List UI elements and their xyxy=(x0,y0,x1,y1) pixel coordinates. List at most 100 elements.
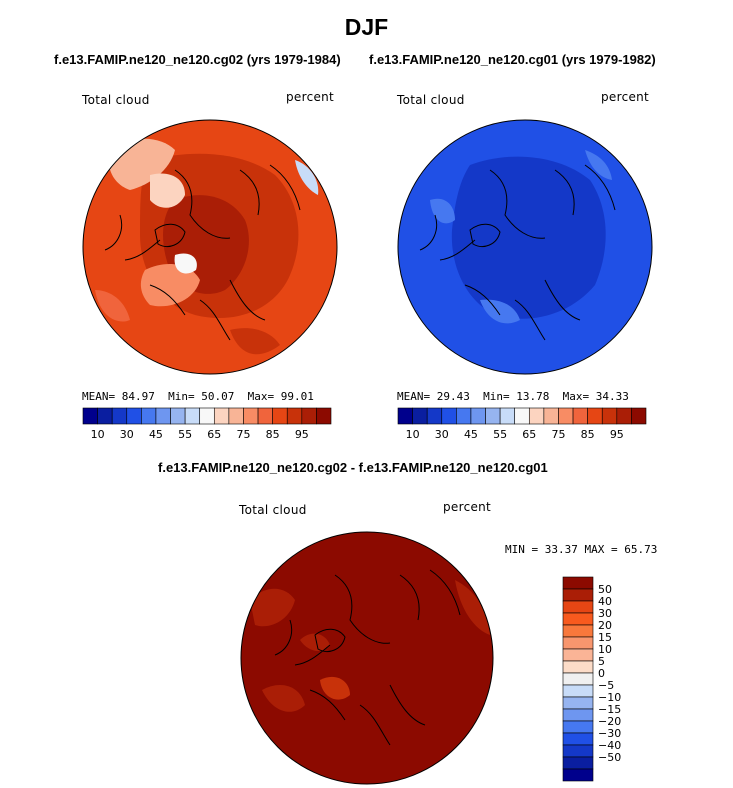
right-max-value: 34.33 xyxy=(595,390,629,403)
diff-colorbar-tick-label: 30 xyxy=(598,607,612,620)
left-colorbar-box xyxy=(126,407,142,425)
diff-colorbar-box xyxy=(562,600,594,614)
diff-min-value: 33.37 xyxy=(544,543,578,556)
right-colorbar-box xyxy=(631,407,647,425)
left-colorbar-box xyxy=(301,407,317,425)
diff-colorbar-tick-label: −15 xyxy=(598,703,621,716)
left-colorbar-box xyxy=(316,407,332,425)
right-colorbar-box xyxy=(470,407,486,425)
left-max-value: 99.01 xyxy=(280,390,314,403)
right-colorbar-box xyxy=(485,407,501,425)
right-colorbar-tick-label: 85 xyxy=(581,428,595,441)
diff-stats: MIN = 33.37 MAX = 65.73 xyxy=(505,543,657,556)
diff-colorbar-tick-label: 10 xyxy=(598,643,612,656)
diff-colorbar-tick-label: −20 xyxy=(598,715,621,728)
season-title: DJF xyxy=(344,14,389,40)
right-colorbar-tick-label: 10 xyxy=(406,428,420,441)
diff-colorbar-tick-label: 50 xyxy=(598,583,612,596)
left-min-label: Min= xyxy=(168,390,195,403)
right-colorbar-box xyxy=(587,407,603,425)
diff-colorbar-box xyxy=(562,684,594,698)
right-colorbar-box xyxy=(543,407,559,425)
left-colorbar-box xyxy=(213,407,230,425)
diff-colorbar-box xyxy=(562,660,594,674)
diff-colorbar-tick-label: −50 xyxy=(598,751,621,764)
left-colorbar-box xyxy=(111,407,128,425)
right-colorbar-box xyxy=(397,407,413,425)
left-colorbar-box xyxy=(228,407,244,425)
diff-colorbar-box xyxy=(562,732,594,746)
right-colorbar-box xyxy=(499,407,516,425)
diff-colorbar-box xyxy=(562,612,594,626)
right-colorbar-tick-label: 30 xyxy=(435,428,449,441)
right-colorbar: 10 30 45 55 65 75 85 95 xyxy=(397,407,647,441)
diff-colorbar-tick-label: −5 xyxy=(598,679,614,692)
left-colorbar-box xyxy=(97,407,113,425)
right-min-label: Min= xyxy=(483,390,510,403)
left-colorbar-tick-label: 95 xyxy=(295,428,309,441)
left-colorbar-box xyxy=(155,407,171,425)
diff-colorbar-box xyxy=(562,696,594,710)
left-colorbar-box xyxy=(286,407,303,425)
diff-map-border xyxy=(240,531,494,785)
right-colorbar-box xyxy=(412,407,428,425)
diff-colorbar-box xyxy=(562,768,594,782)
right-variable-label: Total cloud xyxy=(397,93,465,107)
left-colorbar-tick-label: 75 xyxy=(236,428,250,441)
right-colorbar-box xyxy=(616,407,632,425)
right-colorbar-box xyxy=(426,407,443,425)
diff-colorbar-box xyxy=(562,624,594,638)
left-colorbar-box xyxy=(243,407,259,425)
right-colorbar-box xyxy=(601,407,618,425)
left-stats: MEAN= 84.97 Min= 50.07 Max= 99.01 xyxy=(82,390,314,403)
right-colorbar-box xyxy=(558,407,574,425)
right-mean-label: MEAN= xyxy=(397,390,431,403)
right-colorbar-box xyxy=(514,407,530,425)
diff-colorbar-tick-label: 15 xyxy=(598,631,612,644)
right-colorbar-tick-label: 45 xyxy=(464,428,478,441)
diff-colorbar-tick-label: 5 xyxy=(598,655,605,668)
diff-max-value: 65.73 xyxy=(624,543,658,556)
right-polar-map xyxy=(398,120,652,374)
left-colorbar-tick-label: 30 xyxy=(120,428,134,441)
right-colorbar-box xyxy=(572,407,588,425)
diff-colorbar-box xyxy=(562,708,594,722)
right-colorbar-box xyxy=(456,407,472,425)
right-colorbar-tick-label: 65 xyxy=(522,428,536,441)
left-colorbar-tick-label: 65 xyxy=(207,428,221,441)
diff-panel-title: f.e13.FAMIP.ne120_ne120.cg02 - f.e13.FAM… xyxy=(158,460,548,475)
diff-colorbar-tick-label: −10 xyxy=(598,691,621,704)
diff-colorbar-box xyxy=(562,720,594,734)
left-variable-label: Total cloud xyxy=(82,93,150,107)
diff-colorbar-tick-label: −30 xyxy=(598,727,621,740)
left-colorbar-box xyxy=(141,407,157,425)
right-min-value: 13.78 xyxy=(516,390,550,403)
left-colorbar-box xyxy=(170,407,186,425)
left-colorbar-box xyxy=(257,407,273,425)
diff-colorbar-tick-label: −40 xyxy=(598,739,621,752)
right-max-label: Max= xyxy=(562,390,590,403)
left-colorbar-box xyxy=(199,407,215,425)
diff-colorbar-box xyxy=(562,648,594,662)
right-stats: MEAN= 29.43 Min= 13.78 Max= 34.33 xyxy=(397,390,629,403)
left-colorbar-box xyxy=(184,407,201,425)
right-panel-title: f.e13.FAMIP.ne120_ne120.cg01 (yrs 1979-1… xyxy=(369,52,656,67)
right-colorbar-tick-label: 75 xyxy=(551,428,565,441)
left-colorbar-box xyxy=(272,407,288,425)
diff-colorbar-box xyxy=(562,744,594,758)
left-units-label: percent xyxy=(286,90,335,104)
diff-min-label: MIN = xyxy=(505,543,539,556)
diff-max-label: MAX = xyxy=(584,543,618,556)
left-colorbar-tick-label: 45 xyxy=(149,428,163,441)
right-units-label: percent xyxy=(601,90,650,104)
left-colorbar-tick-label: 10 xyxy=(91,428,105,441)
diff-polar-map xyxy=(241,532,493,784)
diff-colorbar-tick-label: 20 xyxy=(598,619,612,632)
left-min-value: 50.07 xyxy=(201,390,235,403)
right-mean-value: 29.43 xyxy=(436,390,470,403)
right-colorbar-box xyxy=(441,407,457,425)
left-colorbar-tick-label: 85 xyxy=(266,428,280,441)
left-colorbar-tick-label: 55 xyxy=(178,428,192,441)
